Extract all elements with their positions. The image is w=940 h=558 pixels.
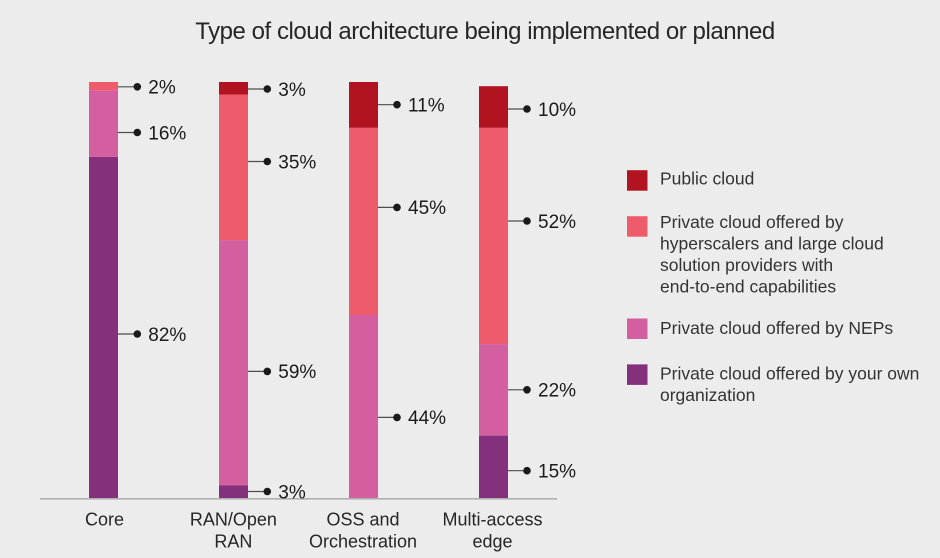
svg-text:Orchestration: Orchestration	[309, 532, 417, 552]
svg-text:hyperscalers and large cloud: hyperscalers and large cloud	[660, 234, 884, 254]
svg-text:end-to-end capabilities: end-to-end capabilities	[660, 276, 836, 296]
svg-text:16%: 16%	[148, 123, 186, 144]
svg-text:52%: 52%	[538, 212, 576, 233]
svg-text:10%: 10%	[538, 100, 576, 121]
svg-text:11%: 11%	[408, 96, 445, 117]
svg-text:22%: 22%	[538, 381, 576, 402]
svg-text:organization: organization	[660, 385, 755, 405]
svg-text:35%: 35%	[278, 152, 316, 173]
svg-text:edge: edge	[472, 532, 512, 552]
svg-text:44%: 44%	[408, 408, 446, 429]
svg-text:solution providers with: solution providers with	[660, 255, 833, 275]
svg-text:RAN: RAN	[214, 532, 252, 552]
svg-text:Private cloud offered by NEPs: Private cloud offered by NEPs	[660, 318, 893, 338]
svg-text:82%: 82%	[148, 325, 186, 346]
svg-text:45%: 45%	[408, 198, 446, 219]
svg-text:OSS and: OSS and	[326, 510, 399, 530]
svg-text:2%: 2%	[148, 78, 176, 99]
svg-text:Type of cloud architecture bei: Type of cloud architecture being impleme…	[195, 18, 775, 45]
svg-text:Core: Core	[85, 510, 124, 530]
svg-text:Private cloud offered by: Private cloud offered by	[660, 212, 844, 232]
svg-text:59%: 59%	[278, 362, 316, 383]
svg-text:3%: 3%	[278, 80, 306, 101]
svg-text:Public cloud: Public cloud	[660, 169, 754, 189]
svg-text:Multi-access: Multi-access	[442, 510, 542, 530]
svg-text:Private cloud offered by your: Private cloud offered by your own	[660, 364, 919, 384]
svg-text:3%: 3%	[278, 482, 306, 503]
svg-text:15%: 15%	[538, 462, 576, 483]
svg-text:RAN/Open: RAN/Open	[190, 510, 277, 530]
